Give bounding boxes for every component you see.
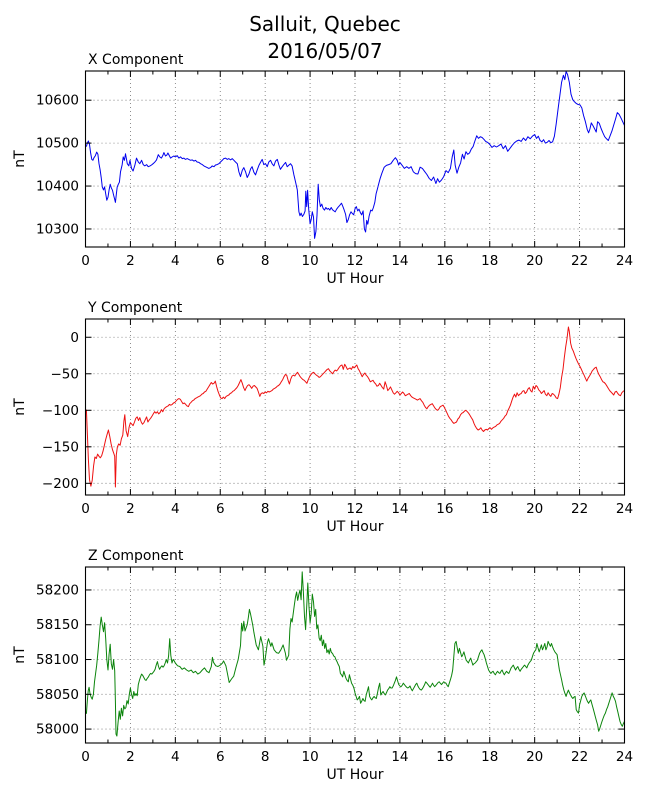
x-tick-label: 6 (216, 749, 225, 765)
y-component-plot-area: 0 2 4 6 8 10 12 14 16 18 20 22 24−200−150−100−500 (42, 318, 633, 517)
x-tick-label: 2 (126, 501, 135, 517)
y-tick-label: −100 (42, 403, 79, 419)
x-tick-label: 18 (481, 253, 498, 269)
x-tick-label: 12 (346, 253, 363, 269)
x-tick-label: 4 (171, 501, 180, 517)
z-component-xlabel: UT Hour (327, 767, 384, 783)
x-tick-label: 14 (391, 253, 408, 269)
x-tick-label: 20 (526, 253, 543, 269)
x-tick-label: 24 (616, 501, 633, 517)
z-component-title: Z Component (88, 548, 184, 564)
x-tick-label: 20 (526, 501, 543, 517)
x-tick-label: 2 (126, 749, 135, 765)
y-component-line (85, 326, 625, 488)
x-tick-label: 20 (526, 749, 543, 765)
y-tick-label: 10400 (36, 179, 79, 195)
y-tick-label: 58000 (36, 722, 79, 738)
z-component-subplot: Z Component nT UT Hour 0 2 4 6 8 10 12 14 16 18 20… (12, 548, 633, 783)
x-component-plot-area: 0 2 4 6 8 10 12 14 16 18 20 22 241030010400105001060… (36, 70, 633, 269)
x-tick-label: 0 (81, 749, 90, 765)
figure-title-line2: 2016/05/07 (267, 39, 382, 63)
y-tick-label: 58200 (36, 582, 79, 598)
z-component-line (85, 571, 625, 737)
x-tick-label: 6 (216, 501, 225, 517)
x-component-subplot: X Component nT UT Hour 0 2 4 6 8 10 12 14 16 18 20… (12, 52, 633, 287)
x-tick-label: 4 (171, 253, 180, 269)
x-tick-label: 2 (126, 253, 135, 269)
x-component-line (85, 70, 625, 239)
x-tick-label: 4 (171, 749, 180, 765)
x-tick-label: 18 (481, 749, 498, 765)
x-tick-label: 0 (81, 253, 90, 269)
y-tick-label: 10600 (36, 93, 79, 109)
x-tick-label: 12 (346, 501, 363, 517)
y-tick-label: 10500 (36, 136, 79, 152)
x-tick-label: 10 (301, 501, 318, 517)
y-component-title: Y Component (87, 300, 183, 316)
x-tick-label: 14 (391, 749, 408, 765)
y-component-xlabel: UT Hour (327, 519, 384, 535)
y-tick-label: −50 (51, 366, 80, 382)
y-tick-label: 58050 (36, 687, 79, 703)
x-tick-label: 8 (261, 501, 270, 517)
y-tick-label: 10300 (36, 221, 79, 237)
x-tick-label: 16 (436, 501, 453, 517)
y-tick-label: 58150 (36, 617, 79, 633)
x-component-xlabel: UT Hour (327, 271, 384, 287)
z-component-ylabel: nT (12, 646, 28, 664)
x-tick-label: 12 (346, 749, 363, 765)
y-tick-label: 0 (70, 330, 79, 346)
x-tick-label: 22 (571, 501, 588, 517)
x-tick-label: 8 (261, 749, 270, 765)
x-tick-label: 8 (261, 253, 270, 269)
y-tick-label: 58100 (36, 652, 79, 668)
x-tick-label: 18 (481, 501, 498, 517)
x-component-title: X Component (88, 52, 184, 68)
x-tick-label: 16 (436, 253, 453, 269)
y-tick-label: −200 (42, 476, 79, 492)
x-tick-label: 24 (616, 253, 633, 269)
y-component-subplot: Y Component nT UT Hour 0 2 4 6 8 10 12 14 16 18 20… (12, 300, 633, 535)
z-component-plot-area: 0 2 4 6 8 10 12 14 16 18 20 22 245800058050581005815… (36, 566, 633, 765)
y-component-ylabel: nT (12, 398, 28, 416)
x-tick-label: 22 (571, 749, 588, 765)
x-tick-label: 14 (391, 501, 408, 517)
x-tick-label: 6 (216, 253, 225, 269)
x-tick-label: 0 (81, 501, 90, 517)
x-tick-label: 24 (616, 749, 633, 765)
x-tick-label: 10 (301, 253, 318, 269)
figure-title-line1: Salluit, Quebec (249, 12, 401, 36)
x-tick-label: 22 (571, 253, 588, 269)
y-tick-label: −150 (42, 439, 79, 455)
x-tick-label: 10 (301, 749, 318, 765)
x-tick-label: 16 (436, 749, 453, 765)
x-component-ylabel: nT (12, 150, 28, 168)
